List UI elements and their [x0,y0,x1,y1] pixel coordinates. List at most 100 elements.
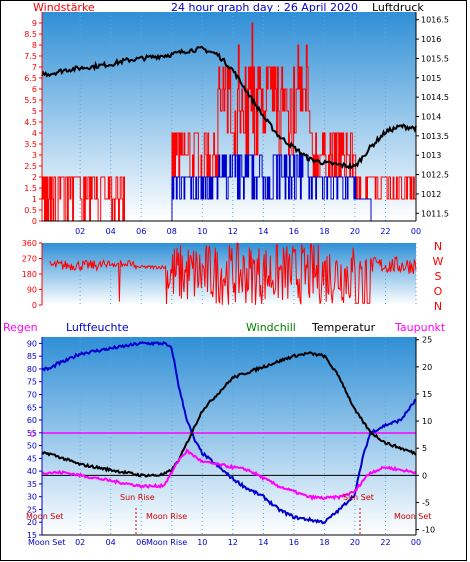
climate-legend: Regen Luftfeuchte Windchill Temperatur T… [3,321,446,334]
climate-x-axis: Moon Set Moon Rise 02 04 06 10 12 14 16 18 20 22 0… [28,534,421,547]
zero-rain-label: 0 [30,430,35,439]
moon-set-label-left: Moon Set [26,512,63,521]
temperature-tick-label: 0 [422,471,427,480]
temperature-axis: -10 -5 0 5 10 15 20 25 [415,336,435,535]
moon-rise-label: Moon Rise [146,512,187,521]
compass-label: W [433,255,444,268]
humidity-tick-label: 85 [27,352,37,361]
wind-speed-tick-label: 5 [32,107,37,116]
climate-plot-area [42,337,416,535]
wind-speed-tick-label: 8 [32,41,37,50]
humidity-tick-label: 50 [27,442,37,451]
wind-direction-tick-label: 360 [22,239,37,248]
x-tick-label: 08 [167,227,177,236]
x-tick-label: 20 [350,227,360,236]
compass-label: S [435,270,442,283]
x-tick-label: 16 [289,227,299,236]
wind-speed-tick-label: 2 [32,173,37,182]
x-tick-label: 22 [380,538,390,547]
x-tick-label: 00 [411,538,421,547]
wind-pressure-panel: 0 0.5 1 1.5 2 2.5 3 3.5 4 4.5 5 5.5 6 6.5 7 7.5 8 8.5 9 10… [24,12,449,236]
wind-direction-series [49,242,417,305]
wind-speed-tick-label: 0 [32,217,37,226]
pressure-label: Luftdruck [372,1,424,14]
pressure-tick-label: 1014.5 [421,93,449,102]
humidity-tick-label: 30 [27,493,37,502]
wind-direction-axis: 0 90 180 270 360 [22,239,43,310]
wind-speed-tick-label: 7 [32,63,37,72]
wind-speed-tick-label: 4 [32,129,37,138]
pressure-tick-label: 1015 [421,74,441,83]
wind-speed-tick-label: 9 [32,19,37,28]
humidity-tick-label: 80 [27,365,37,374]
pressure-tick-label: 1012 [421,190,441,199]
x-tick-label: 14 [258,227,268,236]
x-tick-label: 18 [319,538,329,547]
wind-speed-tick-label: 2.5 [24,162,37,171]
humidity-tick-label: 65 [27,403,37,412]
legend-luftfeuchte: Luftfeuchte [66,321,129,334]
humidity-tick-label: 90 [27,339,37,348]
climate-series-group [41,340,417,525]
wind-speed-tick-label: 4.5 [24,118,37,127]
x-tick-label: 04 [106,227,116,236]
wind-speed-axis: 0 0.5 1 1.5 2 2.5 3 3.5 4 4.5 5 5.5 6 6.5 7 7.5 8 8.5 9 [24,12,43,226]
temperature-tick-label: -5 [422,498,430,507]
x-tick-label: 00 [411,227,421,236]
humidity-tick-label: 70 [27,390,37,399]
climate-panel: Sun Rise Sun Set Moon Set Moon Rise Moon… [26,336,435,547]
graph-title: 24 hour graph day : 26 April 2020 [171,1,358,14]
luftfeuchte-line [41,340,417,525]
wind-speed-tick-label: 0.5 [24,206,37,215]
humidity-tick-label: 25 [27,505,37,514]
x-tick-label: 18 [319,227,329,236]
legend-windchill: Windchill [246,321,296,334]
wind-pressure-x-axis: 02 04 06 08 10 12 14 16 18 20 22 00 [42,220,421,236]
compass-label: O [434,285,443,298]
x-tick-label: 02 [75,227,85,236]
humidity-tick-label: 40 [27,467,37,476]
wind-direction-tick-label: 270 [22,255,37,264]
temperatur-line [41,351,417,478]
temperature-tick-label: 15 [422,390,432,399]
wind-speed-tick-label: 5.5 [24,96,37,105]
wind-direction-tick-label: 90 [27,286,37,295]
x-tick-label: 12 [228,227,238,236]
pressure-line [41,45,417,170]
x-tick-label: 02 [75,538,85,547]
x-tick-label: 06 [136,538,146,547]
humidity-tick-label: 20 [27,518,37,527]
legend-temperatur: Temperatur [311,321,376,334]
pressure-tick-label: 1011.5 [421,209,449,218]
pressure-axis: 1011.5 1012 1012.5 1013 1013.5 1014 1014.5 1015… [415,12,449,221]
x-tick-label: 20 [350,538,360,547]
pressure-tick-label: 1012.5 [421,171,449,180]
taupunkt-line [41,448,417,501]
wind-speed-tick-label: 8.5 [24,30,37,39]
compass-label: N [434,240,442,253]
wind-speed-tick-label: 3.5 [24,140,37,149]
x-tick-label: 14 [258,538,268,547]
compass-label: N [434,300,442,313]
legend-taupunkt: Taupunkt [394,321,446,334]
x-tick-label: 12 [228,538,238,547]
wind-direction-tick-label: 180 [22,270,37,279]
wind-direction-line [49,242,417,305]
pressure-tick-label: 1016.5 [421,16,449,25]
pressure-tick-label: 1016 [421,35,441,44]
wind-speed-tick-label: 7.5 [24,52,37,61]
x-tick-label: 04 [106,538,116,547]
sun-rise-label: Sun Rise [120,493,155,502]
x-tick-label: 16 [289,538,299,547]
temperature-tick-label: 10 [422,417,432,426]
temperature-tick-label: 25 [422,336,432,345]
pressure-tick-label: 1014 [421,113,441,122]
moon-set-label-right: Moon Set [394,512,431,521]
bottom-moon-rise-label: Moon Rise [146,538,187,547]
sun-set-label: Sun Set [343,493,374,502]
temperature-tick-label: 5 [422,444,427,453]
wind-speed-tick-label: 1 [32,195,37,204]
humidity-tick-label: 60 [27,416,37,425]
